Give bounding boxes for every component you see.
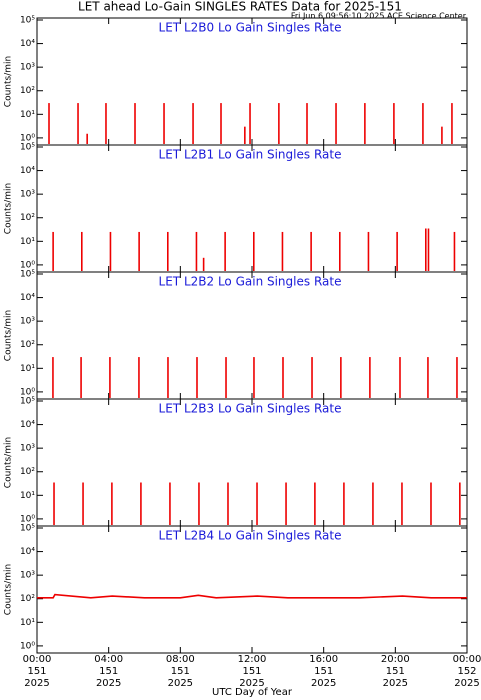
x-tick-label: 12:00 [238,654,267,665]
y-tick-label: 10⁰ [20,387,35,397]
x-tick-year: 2025 [311,678,336,689]
y-axis-label: Counts/min [4,437,14,488]
x-tick-label: 20:00 [381,654,410,665]
y-axis-label: Counts/min [4,564,14,615]
x-tick-day: 151 [99,666,118,677]
x-axis-label: UTC Day of Year [212,687,293,698]
panel-title: LET L2B0 Lo Gain Singles Rate [159,21,342,35]
y-tick-label: 10³ [20,63,35,73]
y-axis-label: Counts/min [4,56,14,107]
x-tick-day: 151 [27,666,46,677]
y-tick-label: 10² [20,86,35,96]
y-tick-label: 10⁰ [20,514,35,524]
y-tick-label: 10⁰ [20,133,35,143]
y-tick-label: 10² [20,594,35,604]
x-tick-day: 151 [386,666,405,677]
y-tick-label: 10⁴ [20,420,35,430]
y-axis-label: Counts/min [4,310,14,361]
panel-title: LET L2B2 Lo Gain Singles Rate [159,275,342,289]
y-axis-label: Counts/min [4,183,14,234]
plot-frame [36,17,468,146]
panel-title: LET L2B3 Lo Gain Singles Rate [159,402,342,416]
plot-frame [36,271,468,400]
x-tick-day: 152 [457,666,476,677]
subtitle: Fri Jun 6 09:56:10 2025 ACE Science Cent… [291,12,467,21]
y-tick-label: 10³ [20,317,35,327]
y-tick-label: 10⁰ [20,260,35,270]
y-tick-label: 10⁵ [20,397,35,407]
y-tick-label: 10⁵ [20,143,35,153]
x-tick-year: 2025 [168,678,193,689]
chart-title: LET ahead Lo-Gain SINGLES RATES Data for… [78,0,402,14]
panel-title: LET L2B4 Lo Gain Singles Rate [159,529,342,543]
x-tick-label: 08:00 [166,654,195,665]
x-tick-label: 04:00 [94,654,123,665]
y-tick-label: 10⁵ [20,524,35,534]
plot-frame [36,525,468,654]
y-tick-label: 10⁴ [20,39,35,49]
panel-title: LET L2B1 Lo Gain Singles Rate [159,148,342,162]
x-tick-label: 16:00 [309,654,338,665]
x-tick-day: 151 [314,666,333,677]
x-tick-year: 2025 [24,678,49,689]
y-tick-label: 10⁰ [20,641,35,651]
y-tick-label: 10² [20,340,35,350]
y-tick-label: 10¹ [20,618,35,628]
x-tick-day: 151 [242,666,261,677]
y-tick-label: 10³ [20,190,35,200]
y-tick-label: 10³ [20,444,35,454]
y-tick-label: 10⁵ [20,270,35,280]
x-tick-year: 2025 [454,678,479,689]
y-tick-label: 10¹ [20,110,35,120]
x-tick-year: 2025 [96,678,121,689]
x-tick-day: 151 [171,666,190,677]
data-line [37,593,467,599]
plot-frame [36,144,468,273]
y-tick-label: 10⁴ [20,293,35,303]
y-tick-label: 10⁴ [20,166,35,176]
y-tick-label: 10² [20,213,35,223]
y-tick-label: 10⁵ [20,16,35,26]
x-tick-year: 2025 [239,678,264,689]
y-tick-label: 10³ [20,571,35,581]
y-tick-label: 10² [20,467,35,477]
x-tick-label: 00:00 [23,654,52,665]
x-tick-year: 2025 [383,678,408,689]
y-tick-label: 10⁴ [20,547,35,557]
x-tick-label: 00:00 [453,654,481,665]
y-tick-label: 10¹ [20,237,35,247]
y-tick-label: 10¹ [20,491,35,501]
y-tick-label: 10¹ [20,364,35,374]
